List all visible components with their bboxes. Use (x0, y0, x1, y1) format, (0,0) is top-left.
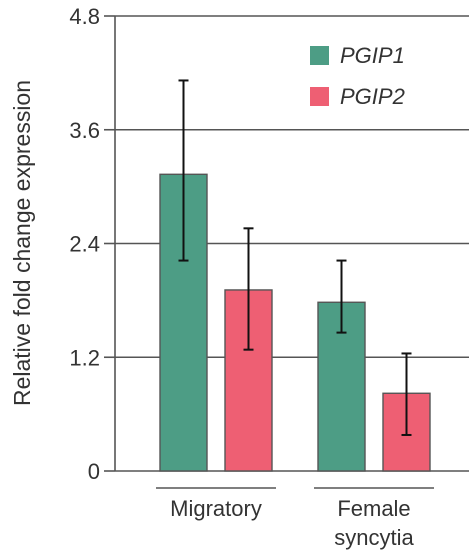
legend-label: PGIP2 (340, 84, 405, 109)
category-label: syncytia (334, 525, 414, 550)
category-label: Female (337, 496, 410, 521)
legend-label: PGIP1 (340, 43, 405, 68)
y-tick-label: 3.6 (69, 118, 100, 143)
legend: PGIP1 PGIP2 (310, 43, 405, 109)
y-tick-label: 0 (88, 459, 100, 484)
legend-swatch (310, 46, 329, 65)
x-axis: Migratory Female syncytia (156, 487, 434, 550)
bars (159, 173, 431, 472)
category-label: Migratory (170, 496, 262, 521)
y-tick-label: 2.4 (69, 232, 100, 257)
y-tick-label: 4.8 (69, 4, 100, 29)
error-bars (178, 79, 412, 436)
y-tick-label: 1.2 (69, 345, 100, 370)
y-axis: 0 1.2 2.4 3.6 4.8 (69, 4, 116, 484)
y-axis-title: Relative fold change expression (9, 80, 35, 406)
legend-swatch (310, 87, 329, 106)
